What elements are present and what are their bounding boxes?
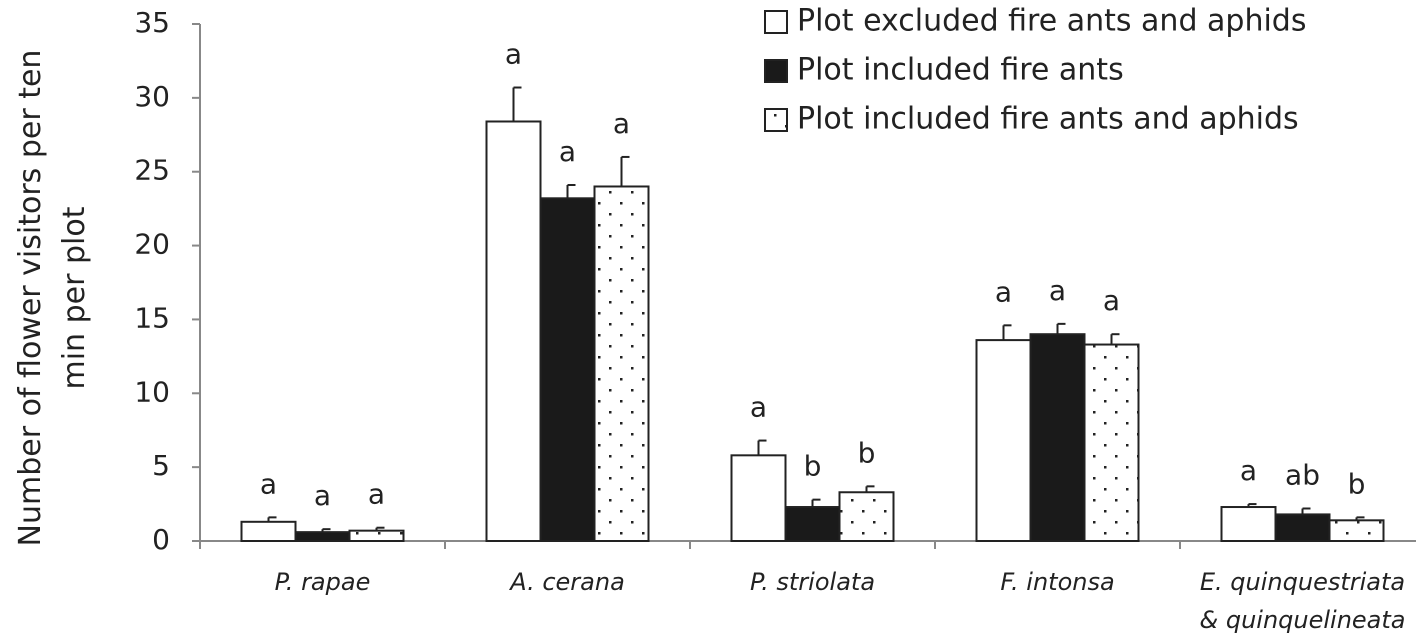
bar [1220,506,1277,543]
bar [730,454,787,542]
significance-letter: a [505,38,522,71]
x-tick-label: F. intonsa [1000,568,1115,596]
legend-swatch [764,59,788,83]
x-tick-label: P. rapae [274,568,371,596]
significance-letter: a [260,467,277,500]
significance-letter: a [750,391,767,424]
y-tick-label: 35 [134,6,170,39]
y-tick-label: 15 [134,301,170,334]
legend-swatch [764,10,788,34]
y-tick-label: 10 [134,375,170,408]
significance-letter: a [1240,454,1257,487]
legend-label: Plot included fire ants and aphids [797,102,1299,137]
bar [348,529,405,542]
y-tick-label: 25 [134,154,170,187]
y-tick-label: 0 [152,523,170,556]
legend-label: Plot included fire ants [797,53,1124,88]
significance-letter: a [1049,274,1066,307]
x-tick-label: E. quinquestriata & quinquelineata [1199,568,1406,634]
bar [294,531,351,543]
y-tick-label: 20 [134,228,170,261]
y-axis-label: Number of flower visitors per ten min pe… [13,49,92,547]
bar [838,491,895,542]
bar [1274,513,1331,543]
bar [784,506,841,543]
bar [485,120,542,543]
legend-swatch [764,108,788,132]
bar [1328,519,1385,543]
bar [593,185,650,542]
bar [240,520,297,542]
bar [1083,343,1140,543]
significance-letter: a [314,479,331,512]
significance-letter: ab [1285,459,1320,492]
y-tick-label: 30 [134,80,170,113]
x-tick-label: A. cerana [510,568,625,596]
y-tick-label: 5 [152,449,170,482]
significance-letter: a [559,135,576,168]
legend-label: Plot excluded fire ants and aphids [797,4,1306,39]
significance-letter: a [613,107,630,140]
significance-letter: a [1103,284,1120,317]
x-tick-label: P. striolata [749,568,876,596]
bar [975,339,1032,543]
bar [1029,333,1086,543]
significance-letter: b [1348,467,1366,500]
bar [539,197,596,542]
significance-letter: b [804,450,822,483]
significance-letter: a [368,478,385,511]
significance-letter: a [995,275,1012,308]
significance-letter: b [858,436,876,469]
